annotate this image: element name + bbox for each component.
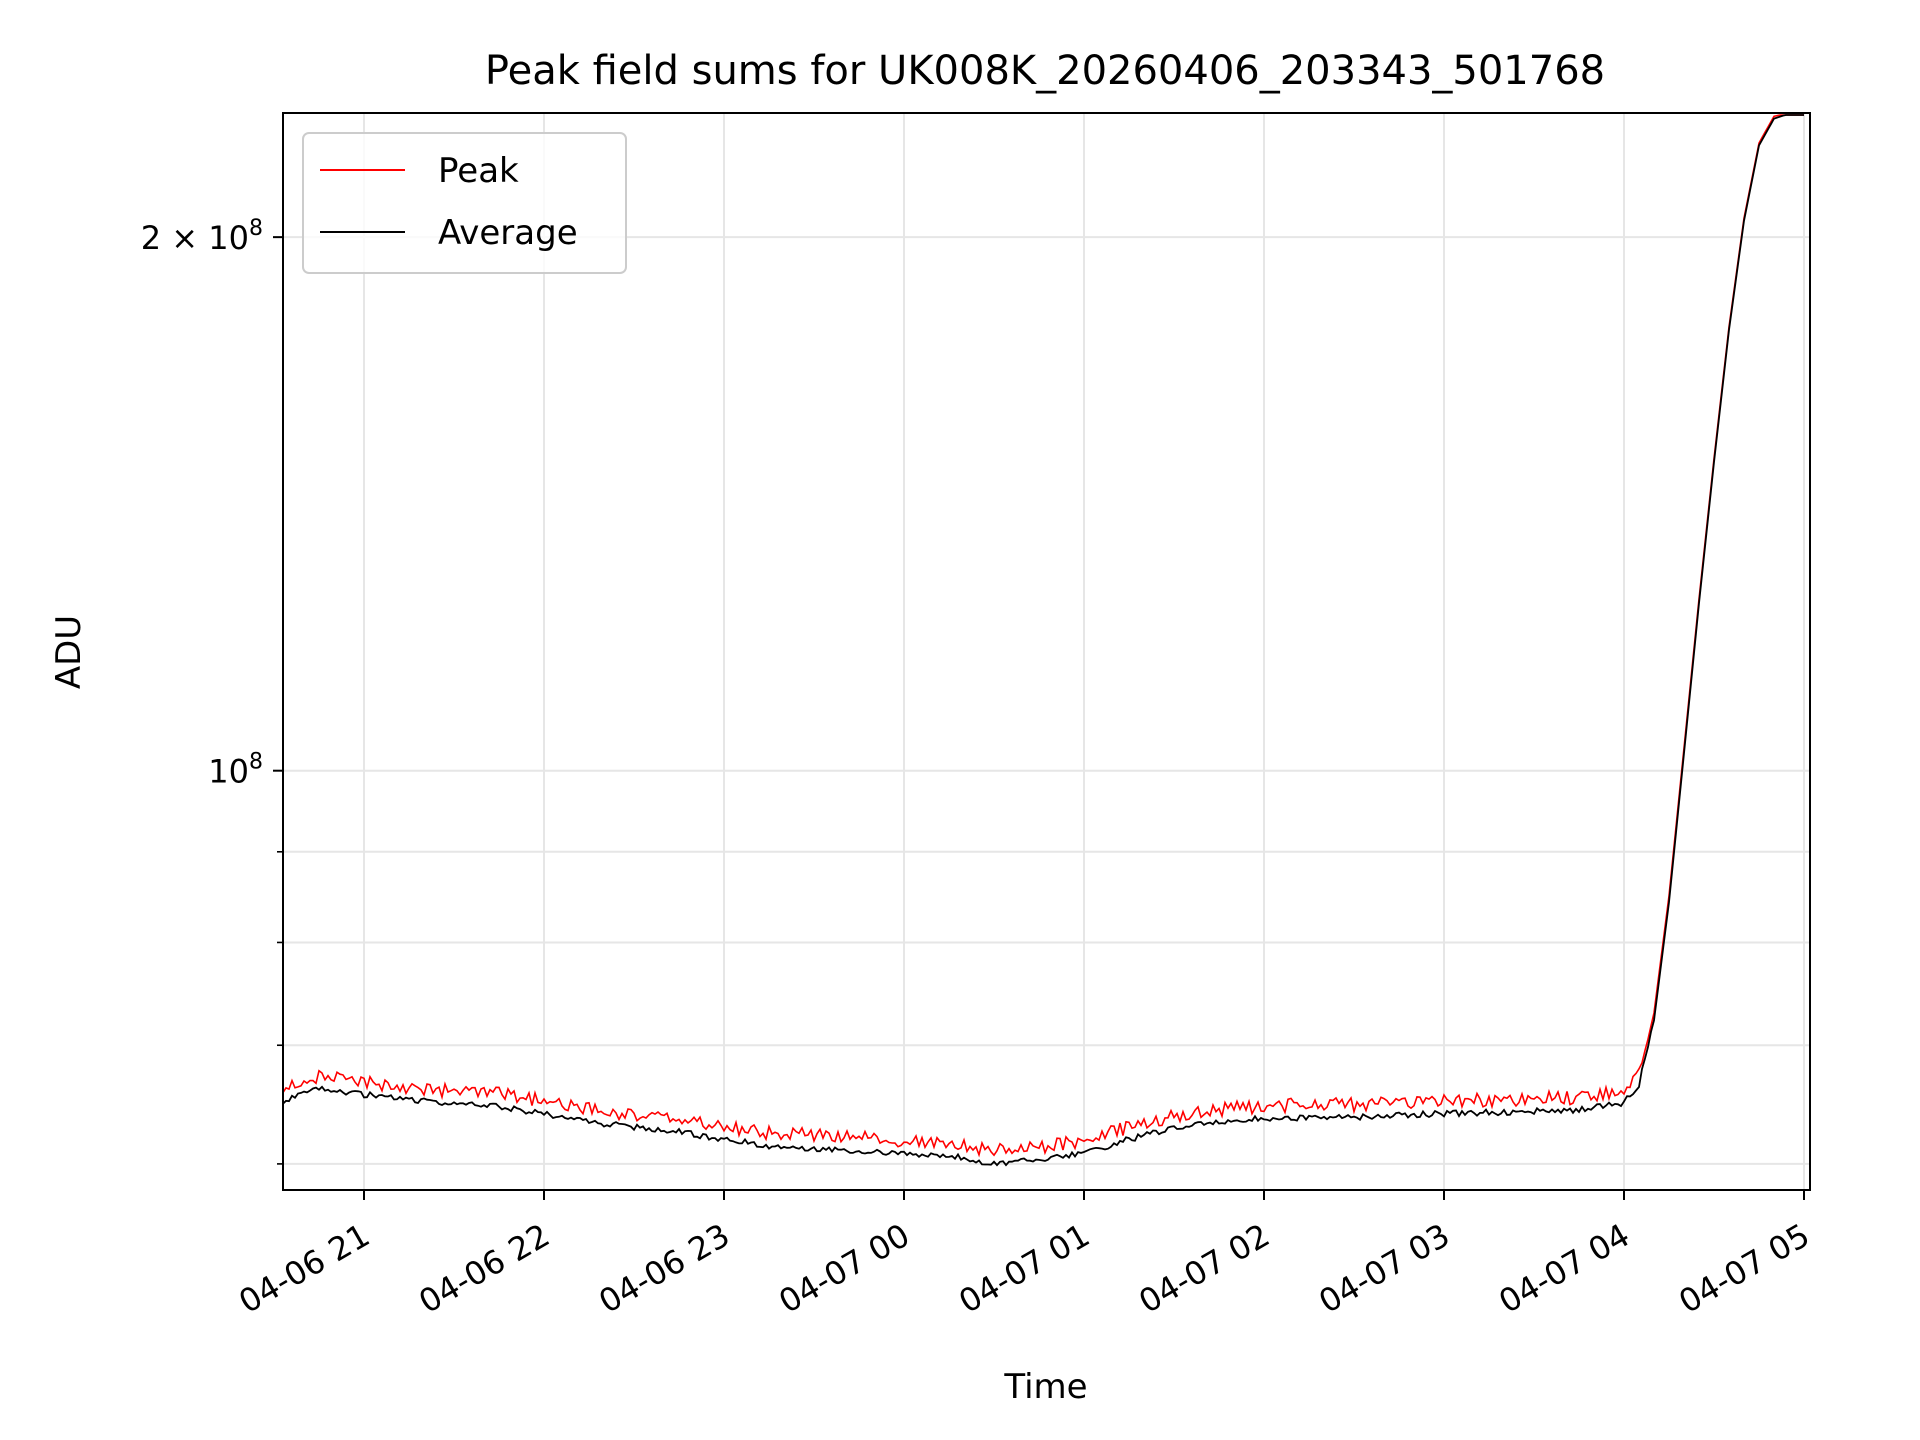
grid <box>283 113 1810 1190</box>
series-line-peak <box>282 114 1804 1158</box>
legend-average-label: Average <box>438 213 578 253</box>
chart-title: Peak field sums for UK008K_20260406_2033… <box>485 48 1605 94</box>
legend-box <box>302 132 627 274</box>
plot-lines <box>282 114 1804 1167</box>
legend: Peak Average <box>302 132 627 274</box>
plot-frame <box>282 112 1811 1191</box>
y-axis-label: ADU <box>49 615 89 689</box>
legend-peak-label: Peak <box>438 151 519 191</box>
x-axis-label: Time <box>1003 1367 1087 1407</box>
series-line-average <box>282 114 1804 1167</box>
y-tick-label: 2 × 108 <box>141 216 263 257</box>
y-axis: 108 2 × 108 <box>141 216 283 1165</box>
y-tick-label: 108 <box>208 750 263 791</box>
